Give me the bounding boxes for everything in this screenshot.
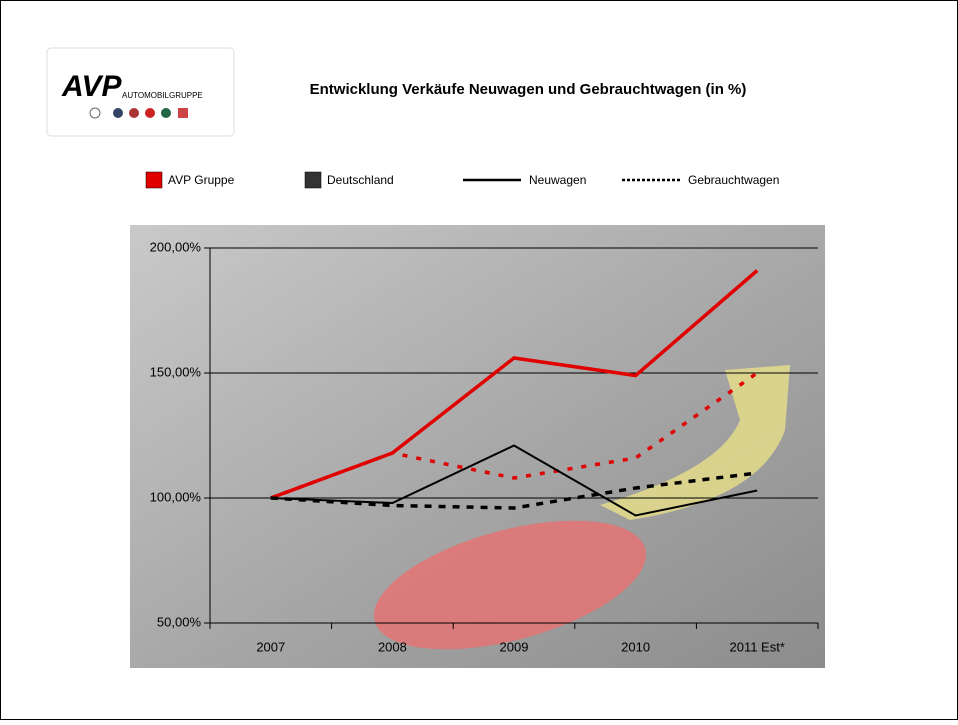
y-tick-label: 150,00% [150,364,202,379]
legend-label: Deutschland [327,173,394,187]
logo-title: AVP [61,70,122,103]
y-tick-label: 50,00% [157,614,202,629]
y-tick-label: 200,00% [150,239,202,254]
y-tick-label: 100,00% [150,489,202,504]
x-tick-label: 2009 [500,639,529,654]
slide: AVP AUTOMOBILGRUPPE Entwicklung Verkäufe… [0,0,958,720]
legend-swatch [305,172,321,188]
chart-title: Entwicklung Verkäufe Neuwagen und Gebrau… [310,81,747,98]
x-tick-label: 2007 [256,639,285,654]
x-tick-label: 2011 Est* [729,639,784,654]
x-tick-label: 2010 [621,639,650,654]
legend-label: AVP Gruppe [168,173,235,187]
legend-label: Gebrauchtwagen [688,173,779,187]
logo-subtitle: AUTOMOBILGRUPPE [122,91,203,100]
x-tick-label: 2008 [378,639,407,654]
legend-swatch [146,172,162,188]
plot-background [130,225,825,674]
legend-label: Neuwagen [529,173,586,187]
